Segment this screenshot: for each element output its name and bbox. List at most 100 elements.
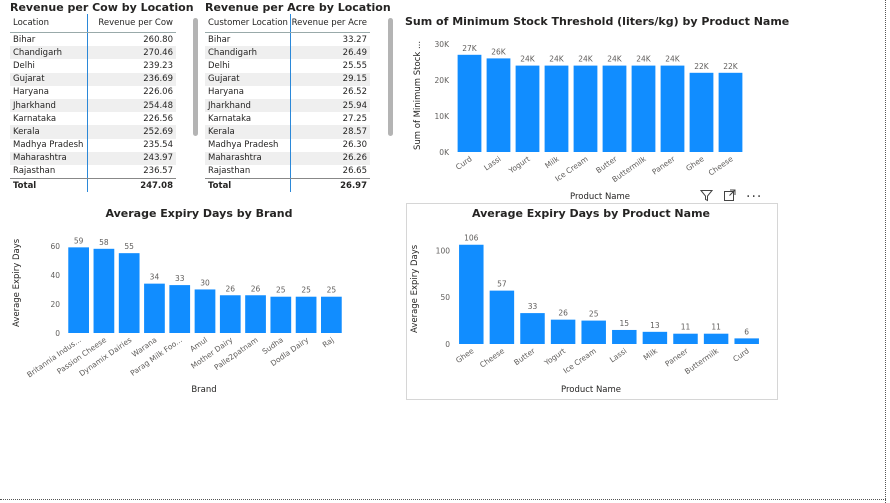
table-row: Haryana 26.52 xyxy=(205,85,370,99)
bar xyxy=(270,296,292,333)
row-label: Jharkhand xyxy=(13,100,56,111)
row-value: 260.80 xyxy=(87,33,176,47)
row-value: 226.06 xyxy=(87,85,176,99)
column-header[interactable]: Revenue per Acre xyxy=(290,14,370,32)
table-row: Chandigarh 270.46 xyxy=(10,46,176,60)
row-value: 25.55 xyxy=(290,59,370,73)
row-label: Chandigarh xyxy=(13,47,63,58)
row-label: Delhi xyxy=(13,60,35,71)
table-row: Bihar 33.27 xyxy=(205,33,370,47)
bar xyxy=(515,65,540,152)
page-boundary xyxy=(0,499,886,500)
data-label: 24K xyxy=(520,55,536,64)
expiry-days-by-brand-chart[interactable]: Average Expiry Days by Brand 0 20 40 60 59 Br… xyxy=(8,204,400,400)
row-label: Madhya Pradesh xyxy=(13,140,84,151)
table-row: Kerala 252.69 xyxy=(10,125,176,139)
table-row: Jharkhand 254.48 xyxy=(10,98,176,113)
x-tick-label: Palle2patnam xyxy=(213,335,260,372)
x-tick-label: Cheese xyxy=(707,154,735,178)
row-label: Gujarat xyxy=(208,74,240,85)
bar xyxy=(689,72,714,152)
x-tick-label: Buttermilk xyxy=(683,346,721,376)
x-tick-label: Butter xyxy=(512,346,537,367)
focus-mode-icon[interactable] xyxy=(723,187,736,206)
column-header[interactable]: Location xyxy=(13,18,49,28)
bar xyxy=(457,54,482,152)
expiry-days-by-product-chart[interactable]: Average Expiry Days by Product Name 0 50 1… xyxy=(406,203,776,399)
bar xyxy=(169,285,191,333)
table-row: Delhi 239.23 xyxy=(10,59,176,73)
row-label: Karnataka xyxy=(208,113,252,124)
x-axis-label: Product Name xyxy=(560,385,622,395)
table-row: Delhi 25.55 xyxy=(205,59,370,73)
bar xyxy=(602,65,627,152)
data-label: 22K xyxy=(694,62,710,71)
table-row: Chandigarh 26.49 xyxy=(205,46,370,60)
table-row: Madhya Pradesh 26.30 xyxy=(205,138,370,152)
bar xyxy=(660,65,685,152)
y-tick-label: 0 xyxy=(445,340,450,349)
row-label: Delhi xyxy=(208,60,230,71)
x-tick-label: Raj xyxy=(321,335,336,349)
table-row: Kerala 28.57 xyxy=(205,125,370,139)
bar xyxy=(703,333,729,344)
y-axis-label: Sum of Minimum Stock ... xyxy=(413,40,423,150)
more-options-icon[interactable]: ··· xyxy=(746,188,763,205)
row-label: Karnataka xyxy=(13,113,57,124)
bar xyxy=(718,72,743,152)
bar xyxy=(544,65,569,152)
y-tick-label: 20 xyxy=(50,300,60,309)
row-value: 28.57 xyxy=(290,125,370,139)
table-scrollbar[interactable] xyxy=(388,18,393,136)
y-tick-label: 20K xyxy=(435,76,451,85)
chart-title: Average Expiry Days by Product Name xyxy=(472,207,710,220)
table-row: Karnataka 226.56 xyxy=(10,112,176,126)
x-axis-label: Product Name xyxy=(569,192,631,202)
revenue-per-acre-table[interactable]: Revenue per Acre by Location Customer Lo… xyxy=(205,0,391,193)
table-row: Bihar 260.80 xyxy=(10,33,176,47)
chart-plot: 0 50 100 106 Ghee 57 Cheese 33 Butter 26 Yogurt 25 I… xyxy=(436,234,759,376)
bar xyxy=(489,290,515,344)
bar xyxy=(631,65,656,152)
table-scrollbar[interactable] xyxy=(193,18,198,136)
bar xyxy=(245,295,266,333)
data-label: 55 xyxy=(124,242,134,251)
bar xyxy=(550,319,576,344)
bar xyxy=(144,283,165,333)
x-tick-label: Curd xyxy=(454,154,474,172)
row-label: Bihar xyxy=(13,34,36,45)
table-grid: Customer Location Revenue per Acre Bihar 33… xyxy=(205,14,370,193)
row-label: Maharashtra xyxy=(13,153,67,164)
visual-focus-border xyxy=(406,203,778,400)
data-label: 34 xyxy=(150,273,160,282)
data-label: 11 xyxy=(681,323,691,332)
data-label: 22K xyxy=(723,62,739,71)
chart-title: Average Expiry Days by Brand xyxy=(105,207,293,220)
data-label: 26 xyxy=(558,309,568,318)
row-label: Haryana xyxy=(208,87,244,98)
y-tick-label: 60 xyxy=(50,242,60,251)
table-row: Maharashtra 243.97 xyxy=(10,151,176,165)
table-header: Customer Location Revenue per Acre xyxy=(205,14,370,33)
row-label: Kerala xyxy=(13,126,40,137)
min-stock-threshold-chart[interactable]: Sum of Minimum Stock Threshold (liters/k… xyxy=(405,8,789,204)
row-label: Gujarat xyxy=(13,74,45,85)
table-row: Jharkhand 25.94 xyxy=(205,98,370,113)
visual-header-toolbar: ··· xyxy=(699,187,763,206)
filter-icon[interactable] xyxy=(699,187,714,206)
page-boundary xyxy=(885,0,886,503)
x-tick-label: Milk xyxy=(642,346,660,362)
chart-plot: 0K 10K 20K 30K 27K Curd 26K Lassi 24K Yogurt 24K Mi… xyxy=(435,40,743,184)
revenue-per-cow-table[interactable]: Revenue per Cow by Location Location Reve… xyxy=(10,0,194,193)
data-label: 106 xyxy=(464,234,479,243)
data-label: 26 xyxy=(251,284,261,293)
total-label: Total xyxy=(13,180,37,191)
total-value: 26.97 xyxy=(290,179,370,193)
column-header[interactable]: Customer Location xyxy=(208,18,288,28)
column-header[interactable]: Revenue per Cow xyxy=(87,14,176,32)
y-tick-label: 0 xyxy=(55,329,60,338)
table-row: Karnataka 27.25 xyxy=(205,112,370,126)
bar xyxy=(486,58,511,152)
data-label: 30 xyxy=(200,278,210,287)
